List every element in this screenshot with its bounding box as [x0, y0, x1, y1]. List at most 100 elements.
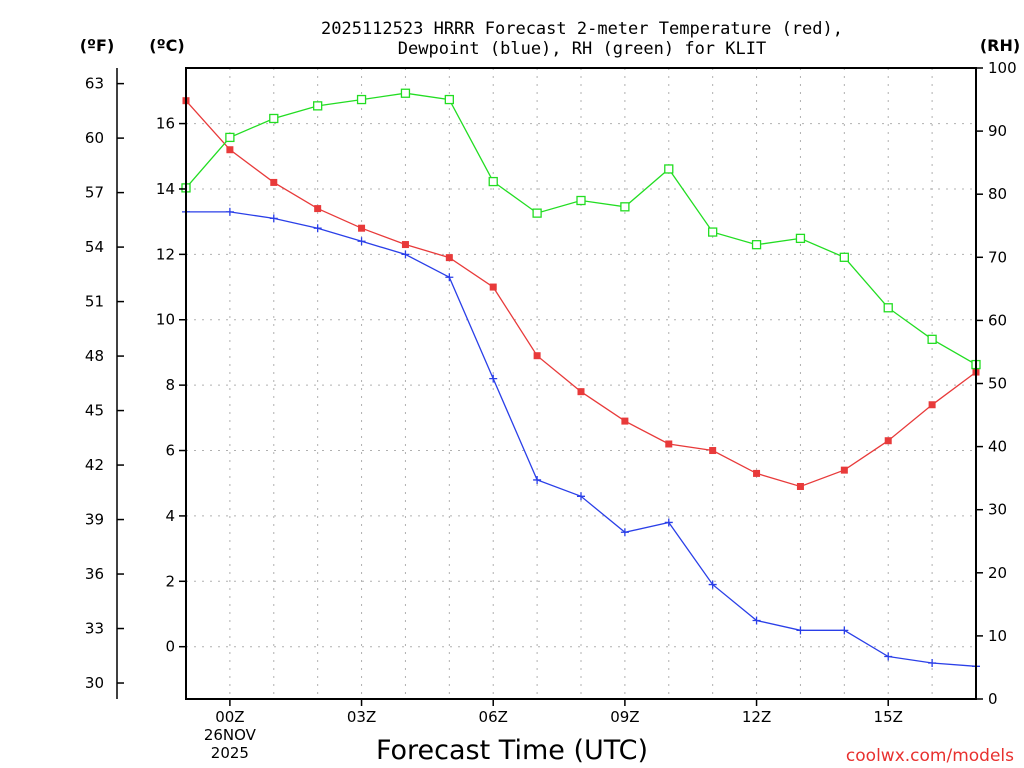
x-tick-label: 09Z	[610, 708, 639, 726]
fahrenheit-tick-label: 42	[85, 456, 104, 474]
x-tick-label: 12Z	[742, 708, 771, 726]
dewpoint-point	[445, 273, 454, 282]
dewpoint-point	[928, 659, 937, 668]
dewpoint-point	[708, 580, 717, 589]
rh-point	[708, 227, 718, 237]
rh-point	[620, 202, 630, 212]
dewpoint-point	[884, 652, 893, 661]
dewpoint-point	[577, 492, 585, 501]
celsius-tick-label: 14	[156, 180, 175, 198]
temperature-point	[928, 401, 936, 409]
dewpoint-point	[489, 374, 498, 383]
celsius-tick-label: 2	[165, 572, 175, 590]
temperature-point	[709, 447, 717, 455]
celsius-tick-label: 12	[156, 245, 175, 263]
x-tick-label: 00Z	[215, 708, 244, 726]
rh-unit-label: (RH)	[980, 36, 1020, 55]
chart-title-line2: Dewpoint (blue), RH (green) for KLIT	[398, 39, 766, 59]
fahrenheit-tick-label: 48	[85, 347, 104, 365]
rh-point	[751, 240, 762, 250]
x-tick-label: 03Z	[347, 708, 376, 726]
x-tick-label: 15Z	[874, 708, 903, 726]
temperature-point	[445, 254, 453, 262]
rh-tick-label: 10	[988, 627, 1007, 645]
dewpoint-point	[620, 528, 629, 537]
rh-point	[269, 113, 279, 124]
rh-point	[927, 334, 937, 344]
rh-point	[225, 132, 235, 143]
fahrenheit-unit-label: (ºF)	[80, 36, 115, 55]
rh-point	[795, 233, 806, 244]
celsius-tick-label: 4	[165, 507, 175, 525]
dewpoint-point	[269, 214, 278, 223]
temperature-point	[621, 417, 629, 425]
temperature-point	[665, 440, 673, 448]
dewpoint-point	[401, 250, 410, 259]
x-axis-label: Forecast Time (UTC)	[376, 735, 648, 766]
temperature-point	[270, 178, 278, 186]
fahrenheit-tick-label: 57	[85, 184, 104, 202]
rh-point	[576, 195, 586, 206]
celsius-tick-label: 10	[156, 311, 175, 329]
dewpoint-point	[313, 224, 322, 233]
rh-point	[400, 88, 411, 98]
dewpoint-point	[357, 237, 366, 246]
rh-tick-label: 90	[988, 122, 1007, 140]
temperature-point	[401, 241, 409, 249]
rh-point	[664, 164, 674, 174]
rh-tick-label: 80	[988, 185, 1007, 203]
temperature-point	[533, 352, 541, 360]
dewpoint-point	[225, 207, 234, 216]
temperature-point	[358, 224, 366, 232]
temperature-point	[840, 466, 848, 474]
rh-point	[532, 208, 542, 218]
chart-title-line1: 2025112523 HRRR Forecast 2-meter Tempera…	[321, 19, 843, 39]
fahrenheit-tick-label: 36	[85, 565, 104, 583]
x-tick-label: 06Z	[479, 708, 508, 726]
dewpoint-point	[664, 518, 673, 527]
rh-tick-label: 20	[988, 564, 1007, 582]
rh-point	[444, 94, 454, 105]
rh-point	[839, 252, 849, 262]
fahrenheit-tick-label: 30	[85, 674, 104, 692]
rh-point	[313, 101, 323, 111]
dewpoint-line	[186, 211, 977, 667]
rh-tick-label: 50	[988, 375, 1007, 393]
rh-point	[488, 176, 498, 187]
source-credit: coolwx.com/models	[846, 746, 1014, 766]
rh-tick-label: 70	[988, 248, 1007, 266]
rh-tick-label: 0	[988, 690, 998, 708]
series-layer	[181, 88, 981, 671]
celsius-tick-label: 8	[165, 376, 175, 394]
fahrenheit-tick-label: 51	[85, 293, 104, 311]
dewpoint-point	[840, 626, 849, 635]
dewpoint-point	[752, 616, 761, 625]
temperature-point	[489, 283, 497, 291]
fahrenheit-tick-label: 60	[85, 129, 104, 147]
fahrenheit-tick-label: 54	[85, 238, 104, 256]
rh-tick-label: 30	[988, 501, 1007, 519]
x-tick-label: 26NOV	[204, 726, 257, 744]
rh-tick-label: 60	[988, 311, 1007, 329]
dewpoint-series	[182, 207, 980, 671]
temperature-point	[884, 437, 892, 445]
rh-point	[356, 94, 367, 105]
fahrenheit-tick-label: 39	[85, 511, 104, 529]
celsius-unit-label: (ºC)	[149, 36, 184, 55]
temperature-point	[753, 469, 761, 477]
rh-tick-label: 40	[988, 438, 1007, 456]
temperature-point	[226, 146, 234, 154]
fahrenheit-tick-label: 63	[85, 75, 104, 93]
temperature-point	[314, 205, 322, 213]
dewpoint-point	[796, 626, 805, 635]
dewpoint-point	[533, 475, 542, 484]
rh-point	[883, 303, 893, 313]
celsius-tick-label: 16	[156, 115, 175, 133]
gridlines	[186, 68, 977, 699]
celsius-tick-label: 6	[165, 442, 175, 460]
rh-tick-label: 100	[988, 59, 1017, 77]
fahrenheit-tick-label: 45	[85, 402, 104, 420]
temperature-point	[796, 482, 804, 490]
